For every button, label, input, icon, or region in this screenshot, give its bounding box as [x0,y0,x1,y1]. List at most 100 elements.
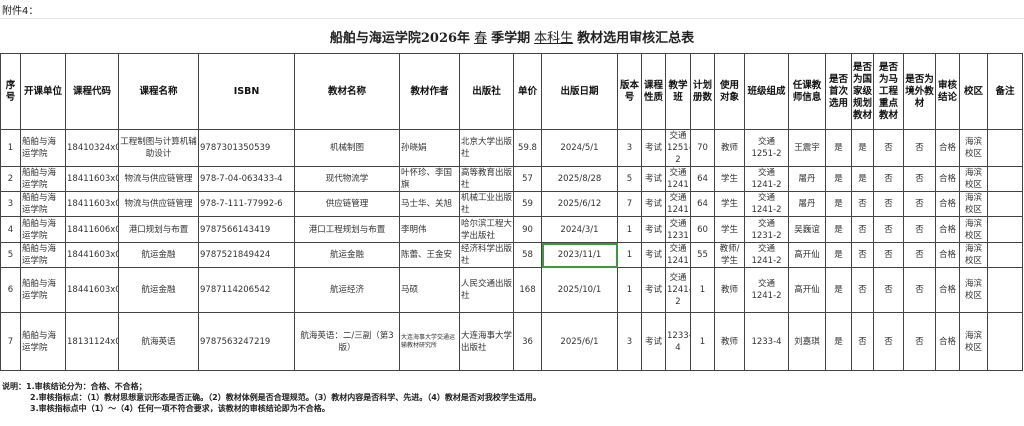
table-cell[interactable]: 否 [903,129,936,167]
table-cell[interactable]: 孙晓娟 [399,129,460,167]
table-cell[interactable] [987,129,1023,167]
column-header[interactable]: 是否为境外教材 [903,53,936,130]
table-cell[interactable]: 王震宇 [788,129,826,167]
table-cell[interactable]: 大连海事大学出版社 [459,312,514,371]
table-cell[interactable]: 否 [873,191,904,217]
table-cell[interactable]: 大连海事大学交通运输教材研究所 [399,312,460,371]
table-cell[interactable]: 2025/8/28 [541,166,618,192]
table-cell[interactable]: 是 [851,129,874,167]
table-cell[interactable]: 64 [690,166,715,192]
column-header[interactable]: 是否为马工程重点教材 [873,53,904,130]
table-cell[interactable]: 9787114206542 [198,267,295,313]
table-cell[interactable]: 教师/学生 [714,242,745,268]
table-cell[interactable]: 屠丹 [788,191,826,217]
table-cell[interactable]: 机械制图 [294,129,400,167]
table-cell[interactable]: 1233-4 [744,312,789,371]
table-cell[interactable]: 供应链管理 [294,191,400,217]
table-cell[interactable]: 57 [513,166,542,192]
table-cell[interactable]: 7 [0,312,21,371]
table-cell[interactable]: 1 [690,312,715,371]
table-cell[interactable]: 58 [513,242,542,268]
table-cell[interactable]: 168 [513,267,542,313]
table-cell[interactable]: 教师 [714,267,745,313]
table-cell[interactable]: 海滨校区 [959,166,988,192]
table-cell[interactable]: 物流与供应链管理 [118,191,199,217]
table-cell[interactable]: 哈尔滨工程大学出版社 [459,216,514,243]
table-cell[interactable]: 60 [690,216,715,243]
table-cell[interactable]: 4 [0,216,21,243]
column-header[interactable]: 审核结论 [935,53,960,130]
table-cell[interactable]: 合格 [935,191,960,217]
table-cell[interactable]: 否 [873,312,904,371]
table-cell[interactable]: 刘嘉琪 [788,312,826,371]
table-cell[interactable]: 18441603x0 [65,267,119,313]
table-cell[interactable]: 是 [825,166,852,192]
table-cell[interactable]: 海滨校区 [959,216,988,243]
table-cell[interactable]: 是 [825,267,852,313]
table-cell[interactable]: 2025/6/1 [541,312,618,371]
table-cell[interactable]: 高开仙 [788,267,826,313]
column-header[interactable]: 教材名称 [294,53,400,130]
table-cell[interactable]: 1 [0,129,21,167]
table-cell[interactable]: 海滨校区 [959,129,988,167]
table-cell[interactable]: 是 [825,242,852,268]
table-cell[interactable]: 考试 [641,216,666,243]
table-cell[interactable]: 交通1231 [665,216,691,243]
column-header[interactable]: 使用对象 [714,53,745,130]
table-cell[interactable]: 航运金融 [118,242,199,268]
table-cell[interactable]: 交通1251-2 [665,129,691,167]
table-cell[interactable]: 978-7-04-063433-4 [198,166,295,192]
column-header[interactable]: 序号 [0,53,21,130]
table-cell[interactable]: 5 [0,242,21,268]
table-cell[interactable]: 船舶与海运学院 [20,166,66,192]
table-cell[interactable]: 航海英语 [118,312,199,371]
table-cell[interactable]: 交通1241 [665,166,691,192]
table-cell[interactable]: 1 [617,216,642,243]
table-cell[interactable]: 是 [825,216,852,243]
table-cell[interactable]: 是 [825,312,852,371]
table-cell[interactable]: 9787566143419 [198,216,295,243]
table-cell[interactable]: 机械工业出版社 [459,191,514,217]
column-header[interactable]: 校区 [959,53,988,130]
table-cell[interactable]: 9787563247219 [198,312,295,371]
table-cell[interactable]: 船舶与海运学院 [20,242,66,268]
column-header[interactable]: 课程代码 [65,53,119,130]
table-cell[interactable]: 18410324x0 [65,129,119,167]
column-header[interactable]: 出版日期 [541,53,618,130]
table-cell[interactable]: 2024/5/1 [541,129,618,167]
table-cell[interactable]: 考试 [641,242,666,268]
table-cell[interactable]: 船舶与海运学院 [20,129,66,167]
table-cell[interactable]: 9787521849424 [198,242,295,268]
table-cell[interactable]: 是 [825,191,852,217]
table-cell[interactable]: 否 [873,129,904,167]
table-cell[interactable]: 否 [851,267,874,313]
table-cell[interactable]: 否 [903,267,936,313]
table-cell[interactable]: 3 [617,129,642,167]
table-cell[interactable]: 2025/6/12 [541,191,618,217]
table-cell[interactable]: 6 [0,267,21,313]
table-cell[interactable]: 交通1241-2 [665,267,691,313]
table-cell[interactable]: 马硕 [399,267,460,313]
table-cell[interactable]: 1 [617,242,642,268]
table-cell[interactable]: 是 [825,129,852,167]
table-cell[interactable]: 合格 [935,216,960,243]
table-cell[interactable]: 马士华、关旭 [399,191,460,217]
table-cell[interactable]: 否 [873,242,904,268]
table-cell[interactable]: 学生 [714,191,745,217]
table-cell[interactable]: 合格 [935,129,960,167]
table-cell[interactable]: 90 [513,216,542,243]
table-cell[interactable]: 2 [0,166,21,192]
column-header[interactable]: 班级组成 [744,53,789,130]
table-cell[interactable]: 否 [873,267,904,313]
column-header[interactable]: 开课单位 [20,53,66,130]
table-cell[interactable]: 考试 [641,191,666,217]
column-header[interactable]: 是否为国家级规划教材 [851,53,874,130]
table-cell[interactable]: 交通1241-2 [744,166,789,192]
table-cell[interactable]: 是 [851,166,874,192]
table-cell[interactable]: 否 [851,191,874,217]
table-cell[interactable]: 55 [690,242,715,268]
table-cell[interactable]: 航海英语：二/三副（第3版） [294,312,400,371]
table-cell[interactable]: 2024/3/1 [541,216,618,243]
table-cell[interactable]: 否 [903,216,936,243]
table-cell[interactable]: 北京大学出版社 [459,129,514,167]
